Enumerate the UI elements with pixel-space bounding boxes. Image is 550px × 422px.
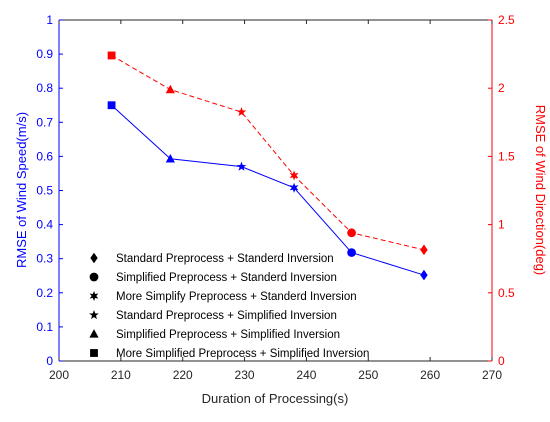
- data-point-left-star5: [236, 161, 247, 171]
- legend-entry: Simplified Preprocess + Standerd Inversi…: [89, 272, 337, 284]
- data-point-right-circle: [347, 228, 356, 238]
- legend-label: Standard Preprocess + Standerd Inversion: [116, 253, 334, 265]
- y-left-tick-label: 0.5: [36, 184, 53, 198]
- y-right-tick-label: 0.5: [498, 286, 515, 300]
- y-left-tick-label: 0.1: [36, 320, 53, 334]
- data-point-left-triangle: [165, 153, 175, 163]
- data-point-left-circle: [347, 248, 356, 257]
- series-right: [107, 51, 428, 256]
- axes-layer: 200 210 220 230 240 250 260 27000.10.20.30.40.5…: [36, 13, 515, 382]
- y-left-tick-label: 1: [46, 13, 53, 27]
- y-left-tick-label: 0: [46, 354, 53, 368]
- y-right-tick-label: 2.5: [498, 13, 515, 27]
- legend-marker-star5: [89, 309, 99, 320]
- data-point-right-diamond: [420, 244, 428, 256]
- y-right-tick-label: 1.5: [498, 149, 515, 163]
- data-point-right-star5: [236, 107, 247, 117]
- legend-label: Standard Preprocess + Simplified Inversi…: [116, 310, 337, 322]
- y-right-tick-label: 2: [498, 81, 505, 95]
- legend-entry: More Simplify Preprocess + Standerd Inve…: [89, 290, 357, 303]
- legend: Standard Preprocess + Standerd Inversion…: [89, 252, 369, 360]
- legend-marker-triangle: [89, 329, 99, 338]
- legend-marker-star6: [89, 290, 99, 302]
- series-layer: [107, 51, 428, 281]
- y-left-tick-label: 0.7: [36, 115, 53, 129]
- x-tick-label: 230: [235, 368, 255, 382]
- x-tick-label: 220: [173, 368, 193, 382]
- y-left-tick-label: 0.3: [36, 252, 53, 266]
- data-point-right-star6: [289, 170, 299, 181]
- y-left-tick-label: 0.6: [36, 149, 53, 163]
- data-point-left-diamond: [420, 269, 428, 281]
- y-right-tick-label: 1: [498, 218, 505, 232]
- plot-area: [59, 20, 492, 361]
- y-left-tick-label: 0.8: [36, 81, 53, 95]
- series-left: [107, 101, 428, 281]
- data-point-right-square: [107, 51, 116, 60]
- series-line-right: [111, 55, 425, 251]
- y-left-tick-label: 0.2: [36, 286, 53, 300]
- legend-entry: Simplified Preprocess + Simplified Inver…: [89, 329, 340, 341]
- x-tick-label: 250: [358, 368, 378, 382]
- legend-marker-diamond: [90, 252, 98, 264]
- y-left-tick-label: 0.9: [36, 47, 53, 61]
- legend-entry: Standard Preprocess + Standerd Inversion: [90, 252, 334, 265]
- series-line-left: [111, 104, 425, 276]
- legend-entry: More Simplified Preprocess + Simplified …: [90, 348, 369, 360]
- y-right-tick-label: 0: [498, 354, 505, 368]
- x-tick-label: 270: [482, 368, 502, 382]
- data-point-left-square: [107, 101, 116, 110]
- y-axis-left-label: RMSE of Wind Speed(m/s): [14, 112, 29, 268]
- x-tick-label: 200: [49, 368, 69, 382]
- legend-marker-circle: [89, 272, 99, 282]
- y-left-tick-label: 0.4: [36, 218, 53, 232]
- x-tick-label: 210: [111, 368, 131, 382]
- legend-label: Simplified Preprocess + Simplified Inver…: [116, 329, 340, 341]
- y-axis-right-label: RMSE of Wind Direction(deg): [533, 105, 548, 276]
- legend-label: Simplified Preprocess + Standerd Inversi…: [116, 272, 337, 284]
- x-axis-label: Duration of Processing(s): [202, 391, 349, 406]
- x-tick-label: 240: [296, 368, 316, 382]
- data-point-right-triangle: [165, 84, 175, 94]
- legend-marker-square: [90, 349, 98, 357]
- data-point-left-star6: [289, 182, 299, 193]
- x-tick-label: 260: [420, 368, 440, 382]
- legend-label: More Simplified Preprocess + Simplified …: [116, 348, 369, 360]
- legend-entry: Standard Preprocess + Simplified Inversi…: [89, 309, 337, 322]
- legend-label: More Simplify Preprocess + Standerd Inve…: [116, 291, 357, 303]
